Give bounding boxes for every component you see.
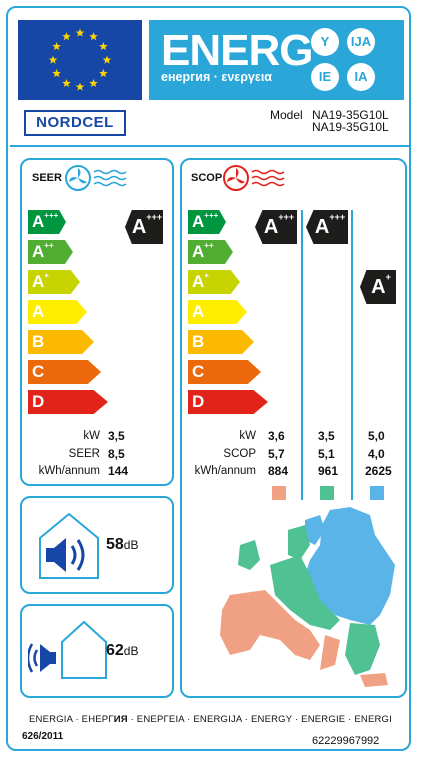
scop-annual-label: kWh/annum — [194, 465, 256, 477]
efficiency-class-bar: A — [28, 300, 87, 324]
efficiency-class-bar: C — [28, 360, 101, 384]
eu-star-icon — [89, 78, 98, 88]
efficiency-class-bar: A++ — [28, 240, 73, 264]
eu-star-icon — [62, 32, 71, 41]
seer-title: SEER — [32, 172, 62, 184]
efficiency-class-bar: D — [188, 390, 268, 414]
eu-star-icon — [48, 55, 58, 64]
eu-star-icon — [52, 69, 61, 78]
eu-stars-icon — [48, 28, 112, 91]
indoor-noise-unit: dB — [123, 538, 139, 552]
outdoor-noise-value: 62dB — [106, 642, 138, 660]
model-label: Model — [270, 108, 303, 122]
column-divider — [301, 210, 303, 500]
efficiency-class-bar: B — [28, 330, 94, 354]
outdoor-speaker-icon — [28, 620, 107, 679]
efficiency-class-bar: A+ — [188, 270, 240, 294]
efficiency-class-bar: D — [28, 390, 108, 414]
efficiency-class-bar: A — [188, 300, 247, 324]
label-frame — [6, 6, 411, 751]
outdoor-noise-unit: dB — [123, 644, 139, 658]
scop-scop-label: SCOP — [223, 448, 256, 460]
divider — [10, 145, 411, 147]
suffix-badge: Y — [311, 28, 339, 56]
scop-average-scop: 5,1 — [318, 447, 335, 461]
warmer-climate-swatch — [272, 486, 286, 500]
brand-logo: NORDCEL — [24, 110, 126, 136]
scop-average-annual: 961 — [318, 464, 339, 478]
energ-title: ENERG — [161, 26, 313, 75]
indoor-noise-number: 58 — [106, 536, 124, 553]
indoor-speaker-icon — [39, 512, 99, 579]
seer-rating-indicator: A+++ — [125, 210, 163, 244]
languages-part: ENERGIA · ЕНЕРГ — [29, 714, 114, 725]
seer-kw-label: kW — [83, 430, 100, 442]
efficiency-class-bar: B — [188, 330, 254, 354]
outdoor-noise-panel: 62dB — [20, 604, 174, 698]
scop-title: SCOP — [191, 172, 223, 184]
languages-part: ИЯ — [113, 714, 128, 725]
colder-climate-swatch — [370, 486, 384, 500]
regulation-number: 626/2011 — [22, 731, 64, 742]
eu-star-icon — [102, 55, 112, 64]
eu-star-icon — [62, 78, 71, 88]
model-indoor: NA19-35G10L — [312, 108, 389, 122]
efficiency-class-bar: C — [188, 360, 261, 384]
eu-star-icon — [75, 28, 85, 37]
indoor-noise-panel: 58dB — [20, 496, 174, 594]
scop-rating-colder: A+ — [360, 270, 396, 304]
fan-heating-icon — [223, 165, 285, 191]
europe-climate-map — [220, 507, 395, 687]
scop-rating-average: A+++ — [306, 210, 348, 244]
scop-kw-label: kW — [239, 430, 256, 442]
suffix-badge: IA — [347, 63, 375, 91]
column-divider — [351, 210, 353, 500]
eu-star-icon — [52, 42, 61, 51]
suffix-badge: IE — [311, 63, 339, 91]
energy-header: ENERG енергия · ενεργεια Y IJA IE IA — [149, 20, 404, 100]
seer-kw-value: 3,5 — [108, 429, 125, 443]
scop-warmer-annual: 884 — [268, 464, 289, 478]
eu-star-icon — [89, 32, 98, 41]
average-climate-swatch — [320, 486, 334, 500]
efficiency-class-bar: A+ — [28, 270, 80, 294]
seer-seer-value: 8,5 — [108, 447, 125, 461]
fan-cooling-icon — [65, 165, 127, 191]
product-code: 62229967992 — [312, 735, 380, 747]
efficiency-class-bar: A++ — [188, 240, 233, 264]
suffix-badge: IJA — [347, 28, 375, 56]
efficiency-class-bar: A+++ — [188, 210, 226, 234]
energ-subtitle: енергия · ενεργεια — [161, 70, 272, 84]
eu-star-icon — [99, 69, 108, 78]
eu-flag — [18, 20, 142, 100]
seer-seer-label: SEER — [68, 448, 100, 460]
energy-languages: ENERGIA · ЕНЕРГИЯ · ΕΝΕΡΓΕΙΑ · ENERGIJA … — [0, 714, 421, 725]
seer-annual-label: kWh/annum — [38, 465, 100, 477]
scop-rating-warmer: A+++ — [255, 210, 297, 244]
indoor-noise-value: 58dB — [106, 536, 138, 554]
eu-star-icon — [99, 42, 108, 51]
seer-annual-value: 144 — [108, 464, 129, 478]
seer-panel: SEER A+++ A++ A+ A B C D A+++ kW 3,5 SEER 8,5 … — [20, 158, 174, 486]
scop-warmer-scop: 5,7 — [268, 447, 285, 461]
model-outdoor: NA19-35G10L — [312, 120, 389, 134]
scop-colder-kw: 5,0 — [368, 429, 385, 443]
efficiency-class-bar: A+++ — [28, 210, 66, 234]
languages-part: · ΕΝΕΡΓΕΙΑ · ENERGIJA · ENERGY · ENERGIE… — [127, 714, 392, 725]
outdoor-noise-number: 62 — [106, 642, 124, 659]
eu-star-icon — [75, 82, 85, 91]
scop-colder-annual: 2625 — [365, 464, 392, 478]
scop-average-kw: 3,5 — [318, 429, 335, 443]
scop-colder-scop: 4,0 — [368, 447, 385, 461]
scop-warmer-kw: 3,6 — [268, 429, 285, 443]
scop-panel: SCOP A+++ A++ A+ A B C D A+++ A+++ A+ kW SCOP … — [180, 158, 407, 698]
